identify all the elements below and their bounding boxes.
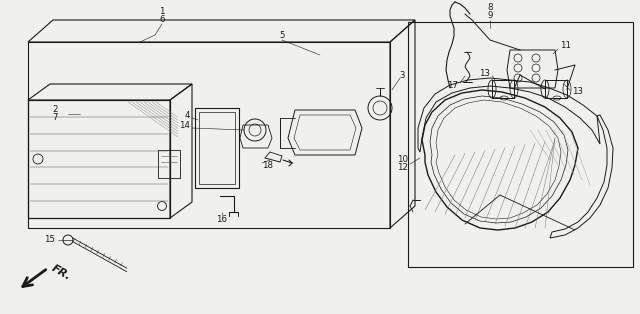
Text: 4: 4 bbox=[184, 111, 190, 120]
Text: 13: 13 bbox=[479, 69, 490, 78]
Text: 1: 1 bbox=[159, 8, 164, 17]
Text: 18: 18 bbox=[262, 160, 273, 170]
Text: 3: 3 bbox=[399, 71, 404, 79]
Text: 16: 16 bbox=[216, 215, 227, 225]
Text: 10: 10 bbox=[397, 155, 408, 165]
Text: 5: 5 bbox=[279, 31, 285, 41]
Text: 8: 8 bbox=[487, 3, 493, 13]
Text: 12: 12 bbox=[397, 164, 408, 172]
Text: 14: 14 bbox=[179, 121, 190, 129]
Text: 17: 17 bbox=[447, 80, 458, 89]
Text: 15: 15 bbox=[44, 236, 55, 245]
Text: 9: 9 bbox=[487, 12, 493, 20]
Text: FR.: FR. bbox=[50, 263, 73, 282]
Text: 2: 2 bbox=[52, 106, 58, 115]
Text: 11: 11 bbox=[560, 41, 571, 51]
Text: 6: 6 bbox=[159, 15, 164, 24]
Text: 13: 13 bbox=[572, 88, 583, 96]
Text: 7: 7 bbox=[52, 113, 58, 122]
